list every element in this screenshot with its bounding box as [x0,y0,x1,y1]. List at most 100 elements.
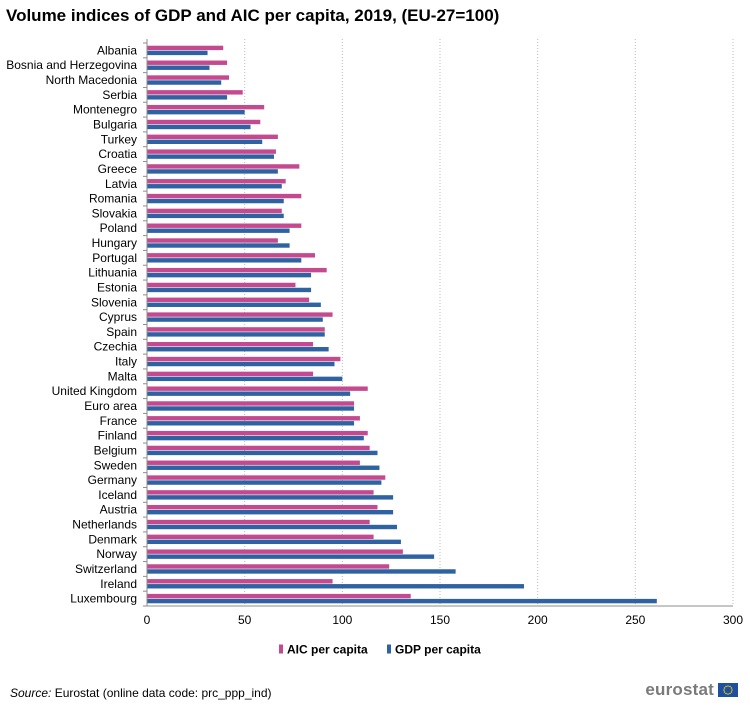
bar-aic [147,208,282,214]
bar-gdp [147,347,329,352]
legend-swatch-aic [279,644,283,654]
bar-aic [147,401,355,406]
category-label: Euro area [84,399,137,413]
bar-aic [147,60,228,65]
bar-aic [147,564,390,569]
category-label: North Macedonia [46,73,138,87]
bar-gdp [147,524,398,530]
category-label: Belgium [94,443,137,457]
bar-gdp [147,124,251,130]
x-tick-label: 0 [144,613,151,627]
bar-gdp [147,406,355,411]
category-label: Latvia [105,177,137,191]
bar-gdp [147,435,364,441]
bar-gdp [147,495,394,500]
bar-gdp [147,391,351,396]
category-label: Portugal [92,251,137,265]
category-label: Albania [97,43,137,57]
category-label: Lithuania [88,266,137,280]
category-label: Iceland [98,488,137,502]
bar-gdp [147,258,302,263]
bar-aic [147,134,278,140]
bar-aic [147,386,368,391]
bar-gdp [147,154,274,159]
bar-aic [147,534,374,540]
bar-gdp [147,243,290,248]
bars [147,45,657,604]
bar-gdp [147,169,278,174]
bar-aic [147,253,315,258]
bar-aic [147,193,302,199]
bar-aic [147,223,302,228]
bar-gdp [147,569,456,574]
x-tick-label: 200 [528,613,548,627]
category-label: Turkey [101,132,137,146]
category-label: Romania [89,192,137,206]
bar-gdp [147,228,290,233]
category-label: Sweden [94,458,137,472]
bar-aic [147,475,386,480]
bar-gdp [147,509,394,515]
category-label: Austria [100,503,138,517]
source-note: Source: Eurostat (online data code: prc_… [10,686,272,700]
category-label: Montenegro [73,103,137,117]
category-label: Netherlands [72,518,137,532]
legend-label-gdp: GDP per capita [395,643,481,657]
category-label: Estonia [97,280,137,294]
category-label: Norway [96,547,137,561]
category-label: Luxembourg [70,592,137,606]
bar-aic [147,504,378,510]
x-tick-labels: 0 50 100 150 200 250 300 [144,613,744,627]
bar-aic [147,519,370,525]
category-label: Bosnia and Herzegovina [6,58,137,72]
bar-gdp [147,272,312,278]
x-tick-label: 100 [332,613,352,627]
bar-gdp [147,361,335,367]
legend-label-aic: AIC per capita [287,643,368,657]
legend: AIC per capita GDP per capita [279,643,481,657]
category-label: Italy [115,355,137,369]
bar-aic [147,282,296,288]
bar-gdp [147,450,378,456]
category-label: France [100,414,138,428]
bar-aic [147,445,370,451]
eurostat-logo: eurostat [645,680,738,700]
category-label: Serbia [102,88,137,102]
bar-gdp [147,317,323,322]
bar-aic [147,75,230,80]
bar-gdp [147,421,355,426]
bar-aic [147,549,403,554]
x-tick-label: 50 [238,613,252,627]
bar-aic [147,416,360,421]
category-label: Croatia [98,147,137,161]
bar-aic [147,490,374,495]
bar-aic [147,179,286,184]
category-label: United Kingdom [52,384,137,398]
bar-aic [147,149,276,154]
category-label: Switzerland [75,562,137,576]
category-label: Czechia [94,340,138,354]
bar-gdp [147,184,282,189]
bar-gdp [147,554,435,559]
bar-aic [147,297,310,302]
bar-aic [147,460,360,465]
bar-gdp [147,480,382,485]
category-label: Slovakia [92,206,138,220]
bar-aic [147,342,314,347]
bar-gdp [147,302,321,307]
bar-aic [147,312,333,317]
bar-gdp [147,50,208,56]
bar-aic [147,45,224,51]
bar-gdp [147,539,401,545]
bar-gdp [147,584,524,589]
category-label: Malta [108,369,138,383]
x-tick-label: 250 [625,613,645,627]
bar-aic [147,371,314,377]
bar-aic [147,164,300,169]
category-label: Ireland [100,577,137,591]
bar-gdp [147,376,343,382]
category-label: Germany [88,473,137,487]
bar-aic [147,356,341,362]
bar-aic [147,238,278,243]
